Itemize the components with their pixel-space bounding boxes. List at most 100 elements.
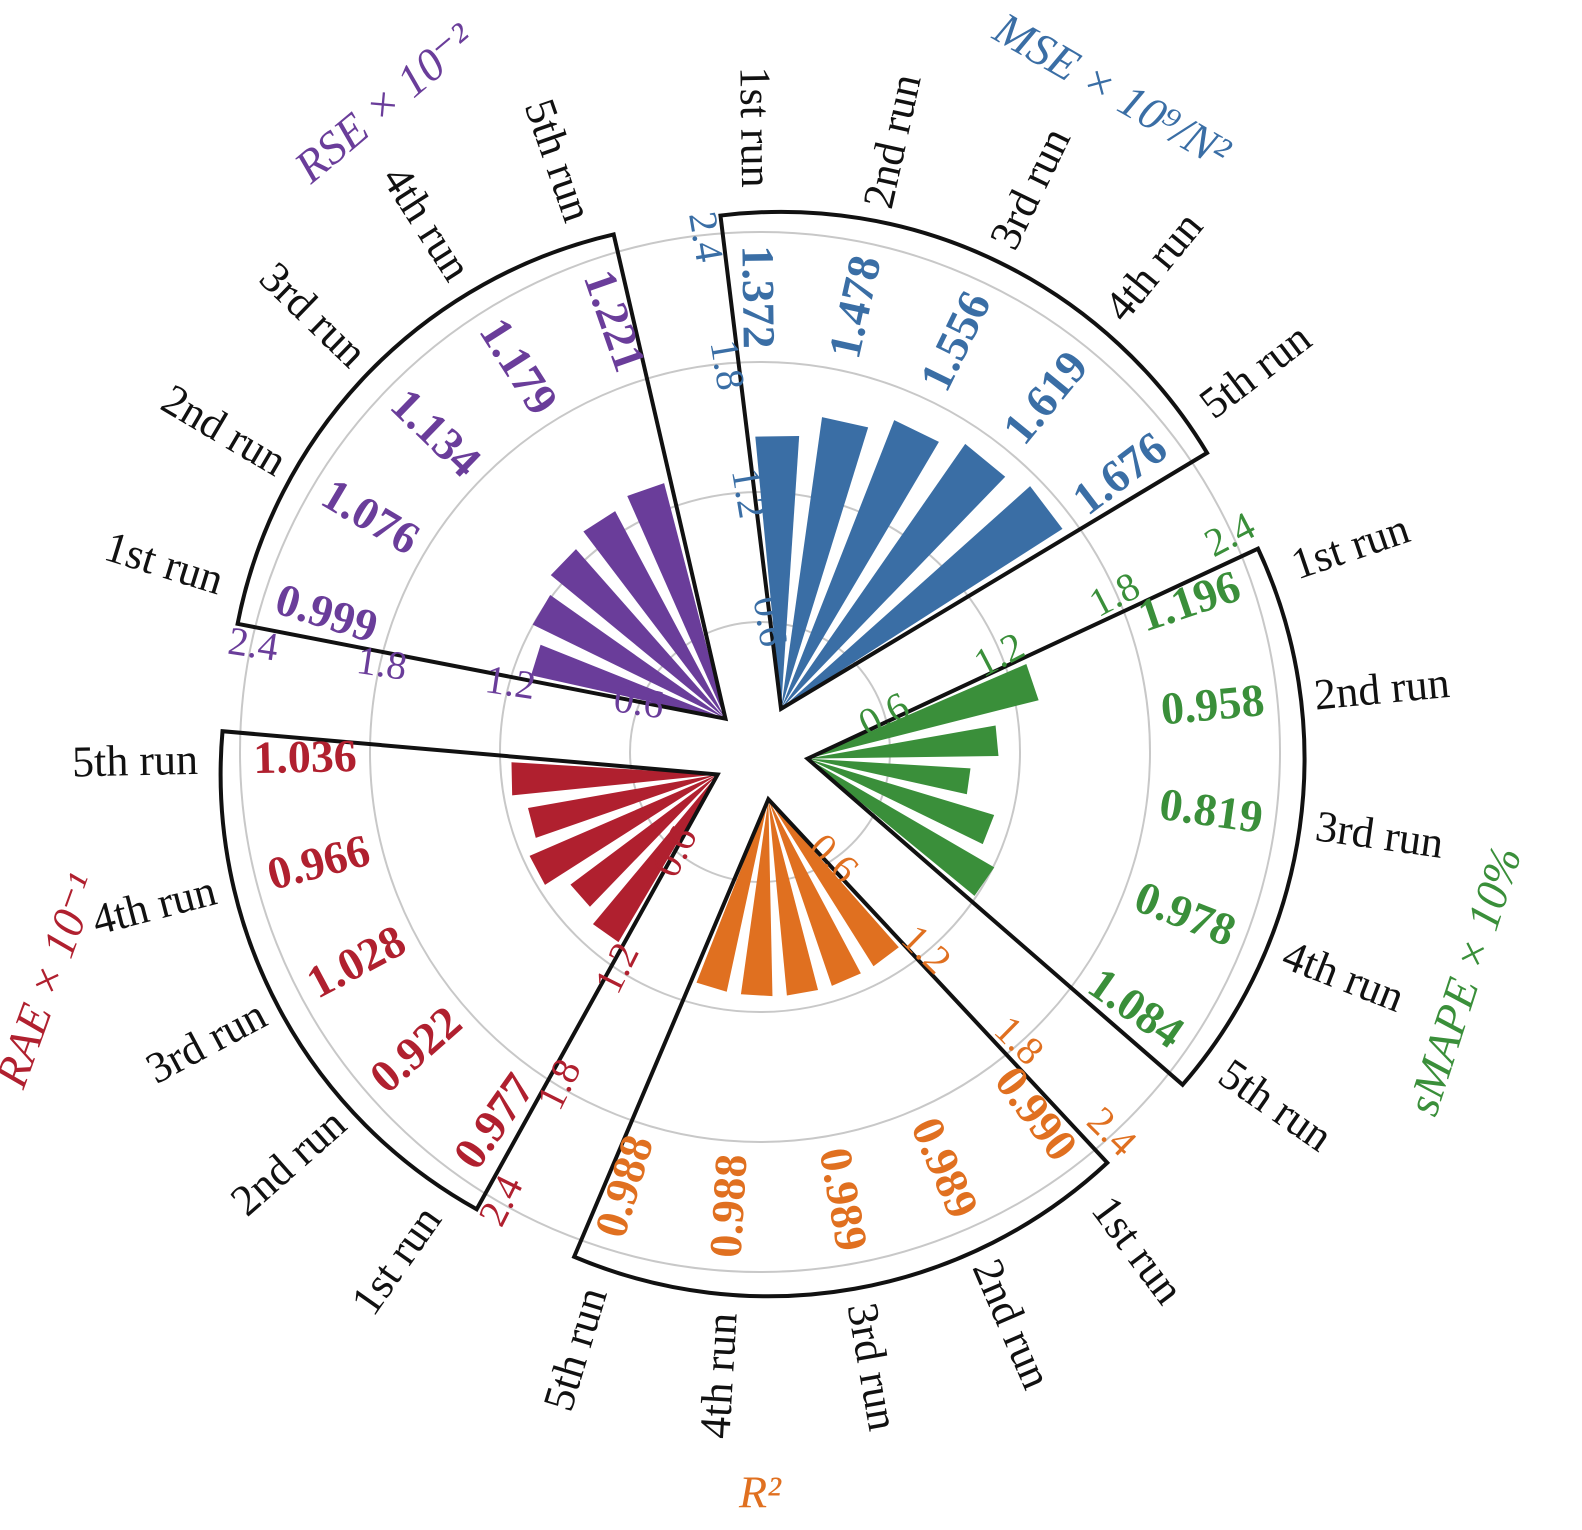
panel-outline	[718, 209, 1210, 713]
grid-ring	[369, 361, 1151, 1143]
value-label: 0.988	[700, 1153, 757, 1259]
bar	[781, 420, 939, 709]
bar	[696, 799, 769, 992]
bar	[768, 799, 819, 996]
grid-ring	[239, 231, 1281, 1273]
value-label: 0.990	[985, 1057, 1088, 1170]
bar	[755, 435, 800, 709]
run-label: 4th run	[372, 157, 481, 289]
value-label: 1.676	[1063, 421, 1176, 524]
run-label: 1st run	[341, 1197, 451, 1324]
metric-title: sMAPE × 10%	[1397, 840, 1532, 1121]
value-label: 1.221	[574, 263, 656, 378]
run-label: 1st run	[1285, 504, 1415, 589]
run-label: 4th run	[1276, 930, 1411, 1022]
value-label: 0.922	[360, 996, 471, 1103]
run-label: 2nd run	[153, 374, 295, 485]
bar	[807, 758, 995, 896]
radial-tick-label: 1.8	[527, 1052, 590, 1117]
bar	[740, 799, 773, 997]
value-label: 1.076	[313, 468, 428, 565]
run-label: 5th run	[533, 1282, 616, 1417]
panel-outline	[218, 729, 721, 1212]
radial-tick-label: 1.8	[702, 337, 755, 394]
bar	[807, 725, 999, 759]
bar	[807, 758, 971, 795]
run-label: 5th run	[515, 93, 603, 228]
value-label: 1.028	[298, 914, 413, 1008]
run-label: 2nd run	[963, 1252, 1062, 1396]
value-label: 1.372	[732, 245, 784, 349]
run-label: 2nd run	[853, 70, 930, 213]
bar	[527, 774, 718, 838]
run-label: 3rd run	[250, 252, 376, 376]
radial-tick-label: 1.2	[893, 915, 960, 982]
value-label: 1.134	[381, 378, 491, 487]
bar	[550, 549, 726, 719]
value-label: 0.819	[1156, 778, 1266, 843]
radial-tick-label: 2.4	[469, 1168, 532, 1233]
grid-ring	[499, 491, 1021, 1013]
value-label: 1.179	[470, 309, 569, 424]
bar	[781, 443, 1006, 709]
metric-title: R²	[738, 1467, 782, 1518]
value-label: 0.966	[262, 824, 375, 899]
radial-tick-label: 2.4	[225, 618, 281, 670]
metric-title: RAE × 10⁻¹	[0, 867, 109, 1094]
bar	[807, 758, 995, 845]
run-label: 5th run	[1210, 1049, 1341, 1161]
run-label: 3rd run	[980, 120, 1080, 257]
run-label: 5th run	[72, 735, 199, 787]
run-label: 1st run	[99, 522, 229, 605]
radial-tick-label: 0.6	[611, 675, 667, 727]
value-label: 0.989	[901, 1110, 989, 1225]
run-label: 5th run	[1190, 313, 1320, 428]
radial-tick-label: 2.4	[680, 208, 733, 265]
value-label: 1.556	[909, 283, 1000, 398]
bar	[781, 417, 869, 709]
run-label: 4th run	[87, 866, 221, 945]
bar	[627, 483, 726, 719]
panel-outline	[235, 231, 729, 722]
run-label: 1st run	[1082, 1187, 1194, 1313]
value-label: 1.478	[818, 251, 890, 363]
run-label: 2nd run	[1312, 658, 1452, 720]
bar	[511, 762, 718, 796]
run-label: 1st run	[730, 66, 781, 188]
value-label: 0.978	[1128, 871, 1243, 956]
run-label: 3rd run	[1313, 801, 1447, 867]
radial-tick-label: 0.6	[744, 593, 797, 650]
run-label: 3rd run	[138, 990, 274, 1094]
radial-tick-label: 1.2	[723, 465, 776, 522]
run-label: 4th run	[690, 1311, 746, 1440]
bar	[583, 511, 726, 719]
bar	[529, 774, 718, 885]
bar	[531, 644, 726, 719]
run-label: 4th run	[1094, 202, 1212, 330]
value-label: 0.988	[584, 1129, 663, 1243]
bar	[570, 774, 718, 907]
bar	[768, 799, 861, 986]
run-label: 3rd run	[838, 1299, 909, 1434]
radial-tick-label: 2.4	[1197, 503, 1262, 566]
value-label: 1.036	[253, 730, 358, 783]
value-label: 1.196	[1132, 560, 1246, 642]
panel-outline	[803, 545, 1307, 1088]
radial-tick-label: 1.2	[482, 656, 538, 708]
bar	[592, 774, 718, 943]
metric-title: RSE × 10⁻²	[284, 13, 485, 193]
bar	[768, 799, 899, 967]
value-label: 0.989	[810, 1144, 878, 1255]
panel-outline	[571, 795, 1111, 1299]
bar	[532, 595, 726, 719]
value-label: 0.977	[443, 1064, 544, 1178]
value-label: 0.958	[1159, 674, 1267, 735]
run-label: 2nd run	[221, 1099, 355, 1225]
bar	[807, 663, 1039, 759]
radial-tick-label: 1.8	[354, 637, 410, 689]
radial-tick-label: 1.2	[585, 935, 648, 1000]
value-label: 1.619	[992, 341, 1097, 453]
